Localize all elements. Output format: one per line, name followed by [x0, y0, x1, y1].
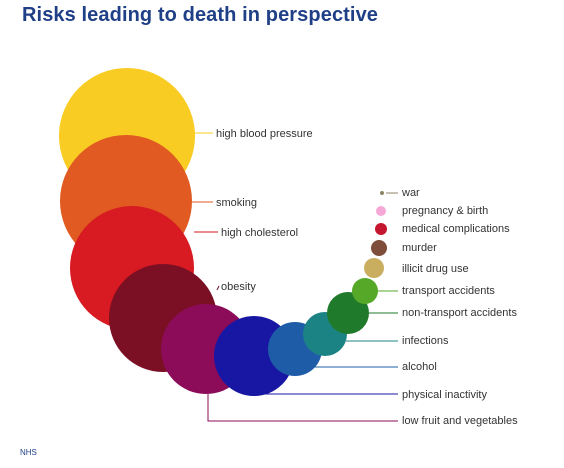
bubble-medical-complications	[375, 223, 387, 235]
label-illicit-drug-use: illicit drug use	[402, 263, 469, 275]
bubble-pregnancy-and-birth	[376, 206, 386, 216]
label-alcohol: alcohol	[402, 361, 437, 373]
bubble-illicit-drug-use	[364, 258, 384, 278]
label-non-transport-accidents: non-transport accidents	[402, 307, 517, 319]
label-transport-accidents: transport accidents	[402, 285, 495, 297]
label-high-cholesterol: high cholesterol	[221, 227, 298, 239]
leader-line-low-fruit-and-vegetables	[207, 394, 398, 422]
leader-line-obesity	[216, 285, 220, 291]
label-infections: infections	[402, 335, 449, 347]
label-physical-inactivity: physical inactivity	[402, 389, 487, 401]
label-high-blood-pressure: high blood pressure	[216, 128, 313, 140]
chart-title: Risks leading to death in perspective	[22, 4, 379, 26]
label-pregnancy-and-birth: pregnancy & birth	[402, 205, 488, 217]
bubble-non-transport-accidents	[327, 292, 369, 334]
bubble-war	[380, 191, 384, 195]
label-smoking: smoking	[216, 197, 257, 209]
label-murder: murder	[402, 242, 437, 254]
label-war: war	[401, 187, 420, 199]
label-obesity: obesity	[221, 281, 256, 293]
label-low-fruit-and-vegetables: low fruit and vegetables	[402, 415, 518, 427]
bubble-murder	[371, 240, 387, 256]
label-medical-complications: medical complications	[402, 223, 510, 235]
source-note: NHS	[20, 448, 37, 457]
bubble-transport-accidents	[352, 278, 378, 304]
